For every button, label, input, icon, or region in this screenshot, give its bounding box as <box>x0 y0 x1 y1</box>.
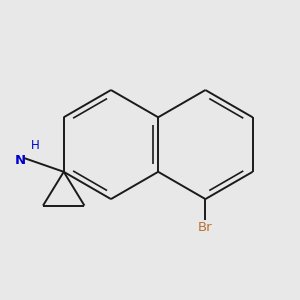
Text: H: H <box>31 139 40 152</box>
Text: N: N <box>15 154 26 167</box>
Text: Br: Br <box>198 221 213 235</box>
